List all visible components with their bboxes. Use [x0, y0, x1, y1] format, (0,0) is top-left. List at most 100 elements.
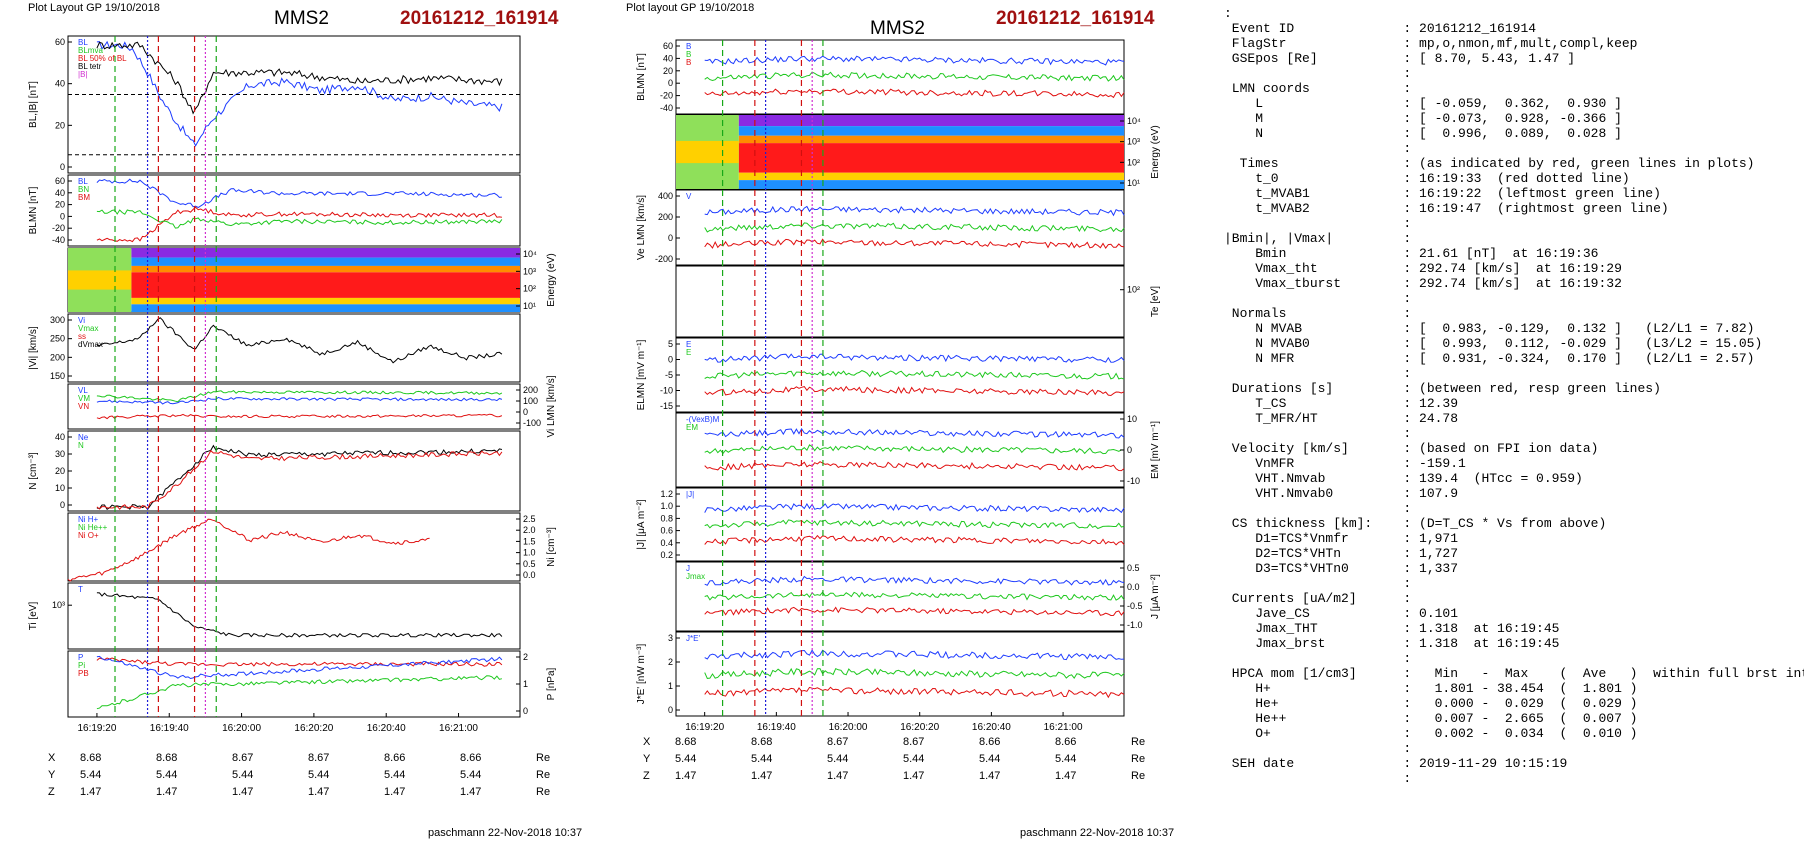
position-value: 8.66 — [460, 752, 482, 764]
x-tick-label: 16:20:40 — [972, 722, 1011, 733]
position-value: 8.67 — [827, 736, 849, 748]
y-tick-label: -40 — [52, 235, 65, 245]
spectrogram-band — [131, 265, 520, 273]
spectrogram-band — [738, 180, 1124, 189]
y-tick-label: 40 — [55, 188, 65, 198]
position-value: 5.44 — [827, 753, 849, 765]
series-line-bl — [96, 178, 502, 209]
panel-ylabel: Vi LMN [km/s] — [546, 375, 557, 437]
position-value: 1.47 — [80, 786, 102, 798]
y-tick-label: 0.6 — [660, 526, 673, 536]
y-tick-label: 10² — [1127, 285, 1140, 295]
position-value: 1.47 — [827, 770, 849, 782]
x-tick-label: 16:20:20 — [294, 723, 333, 734]
position-value: 8.66 — [1055, 736, 1077, 748]
legend-entry: Ni H+ — [78, 515, 99, 524]
legend-entry: ss — [78, 332, 86, 341]
position-unit: Re — [536, 752, 551, 764]
y-tick-label: -40 — [660, 103, 673, 113]
panel-ylabel: BL,|B| [nT] — [28, 81, 39, 128]
position-value: 8.68 — [751, 736, 773, 748]
x-tick-label: 16:19:20 — [685, 722, 724, 733]
legend-entry: BM — [78, 193, 90, 202]
panel-ylabel: Ni [cm⁻³] — [546, 527, 557, 567]
y-tick-label: 1.5 — [523, 536, 536, 546]
component-trace — [704, 686, 1125, 699]
position-value: 1.47 — [675, 770, 697, 782]
position-row-label: X — [48, 752, 56, 764]
position-unit: Re — [1131, 736, 1146, 748]
legend-entry: VN — [78, 402, 89, 411]
y-tick-label: 0 — [60, 500, 65, 510]
spectrogram-band — [738, 115, 1124, 127]
y-tick-label: 0.0 — [1127, 582, 1140, 592]
position-value: 5.44 — [80, 769, 102, 781]
panel-frame — [67, 383, 521, 430]
position-unit: Re — [1131, 753, 1146, 765]
y-tick-label: 20 — [55, 466, 65, 476]
right-spacecraft-title: MMS2 — [870, 18, 925, 39]
legend-entry: dVmax — [78, 340, 103, 349]
x-tick-label: 16:20:40 — [367, 723, 406, 734]
y-tick-label: 200 — [658, 212, 673, 222]
panel-ylabel: |Vi| [km/s] — [28, 326, 39, 370]
position-row-label: Y — [48, 769, 56, 781]
legend-entry: BL — [78, 38, 88, 47]
panel-ylabel: ELMN [mV m⁻¹] — [636, 339, 647, 410]
y-tick-label: 0 — [60, 211, 65, 221]
component-trace — [704, 353, 1125, 363]
component-trace — [704, 370, 1125, 380]
spectrogram-band — [738, 172, 1124, 181]
component-trace — [704, 649, 1125, 661]
legend-entry: VL — [78, 386, 88, 395]
position-value: 1.47 — [460, 786, 482, 798]
y-tick-label: 2.5 — [523, 514, 536, 524]
x-tick-label: 16:21:00 — [1044, 722, 1083, 733]
series-line-pi — [96, 675, 503, 710]
panel-frame — [675, 561, 1125, 632]
component-trace — [704, 667, 1125, 679]
legend-entry: BL — [78, 177, 88, 186]
panel-ylabel: J [μA m⁻²] — [1150, 574, 1161, 619]
y-tick-label: 0 — [523, 407, 528, 417]
panel-ylabel: Energy (eV) — [546, 253, 557, 306]
position-value: 5.44 — [384, 769, 406, 781]
y-tick-label: -5 — [665, 370, 673, 380]
spectrogram-band — [131, 248, 520, 258]
y-tick-label: 2.0 — [523, 525, 536, 535]
y-tick-label: 0.0 — [523, 570, 536, 580]
series-line-n — [96, 444, 503, 511]
y-tick-label: 0.5 — [1127, 563, 1140, 573]
position-value: 1.47 — [1055, 770, 1077, 782]
position-value: 1.47 — [751, 770, 773, 782]
panel-ylabel: N [cm⁻³] — [28, 452, 39, 490]
y-tick-label: 10³ — [1127, 137, 1140, 147]
y-tick-label: 60 — [55, 176, 65, 186]
legend-entry: PB — [78, 669, 89, 678]
y-tick-label: 10³ — [523, 266, 536, 276]
y-tick-label: -20 — [660, 91, 673, 101]
y-tick-label: 60 — [663, 41, 673, 51]
legend-entry: P — [78, 653, 83, 662]
position-value: 8.68 — [675, 736, 697, 748]
y-tick-label: 10³ — [52, 600, 65, 610]
y-tick-label: 250 — [50, 334, 65, 344]
legend-entry: E — [686, 348, 691, 357]
legend-entry: EM — [686, 423, 698, 432]
y-tick-label: 60 — [55, 37, 65, 47]
panel-ylabel: |J| [μA m⁻²] — [636, 499, 647, 549]
left-spacecraft-title: MMS2 — [274, 8, 329, 29]
y-tick-label: 10² — [1127, 157, 1140, 167]
y-tick-label: 0 — [668, 78, 673, 88]
y-tick-label: 10² — [523, 284, 536, 294]
component-trace — [704, 606, 1125, 617]
y-tick-label: -10 — [1127, 476, 1140, 486]
spectrogram-band — [131, 297, 520, 305]
series-line-vm — [96, 389, 503, 403]
legend-entry: VM — [78, 394, 90, 403]
component-trace — [704, 222, 1125, 233]
position-row-label: Z — [48, 786, 55, 798]
legend-entry: N — [78, 441, 84, 450]
y-tick-label: 1.0 — [523, 548, 536, 558]
